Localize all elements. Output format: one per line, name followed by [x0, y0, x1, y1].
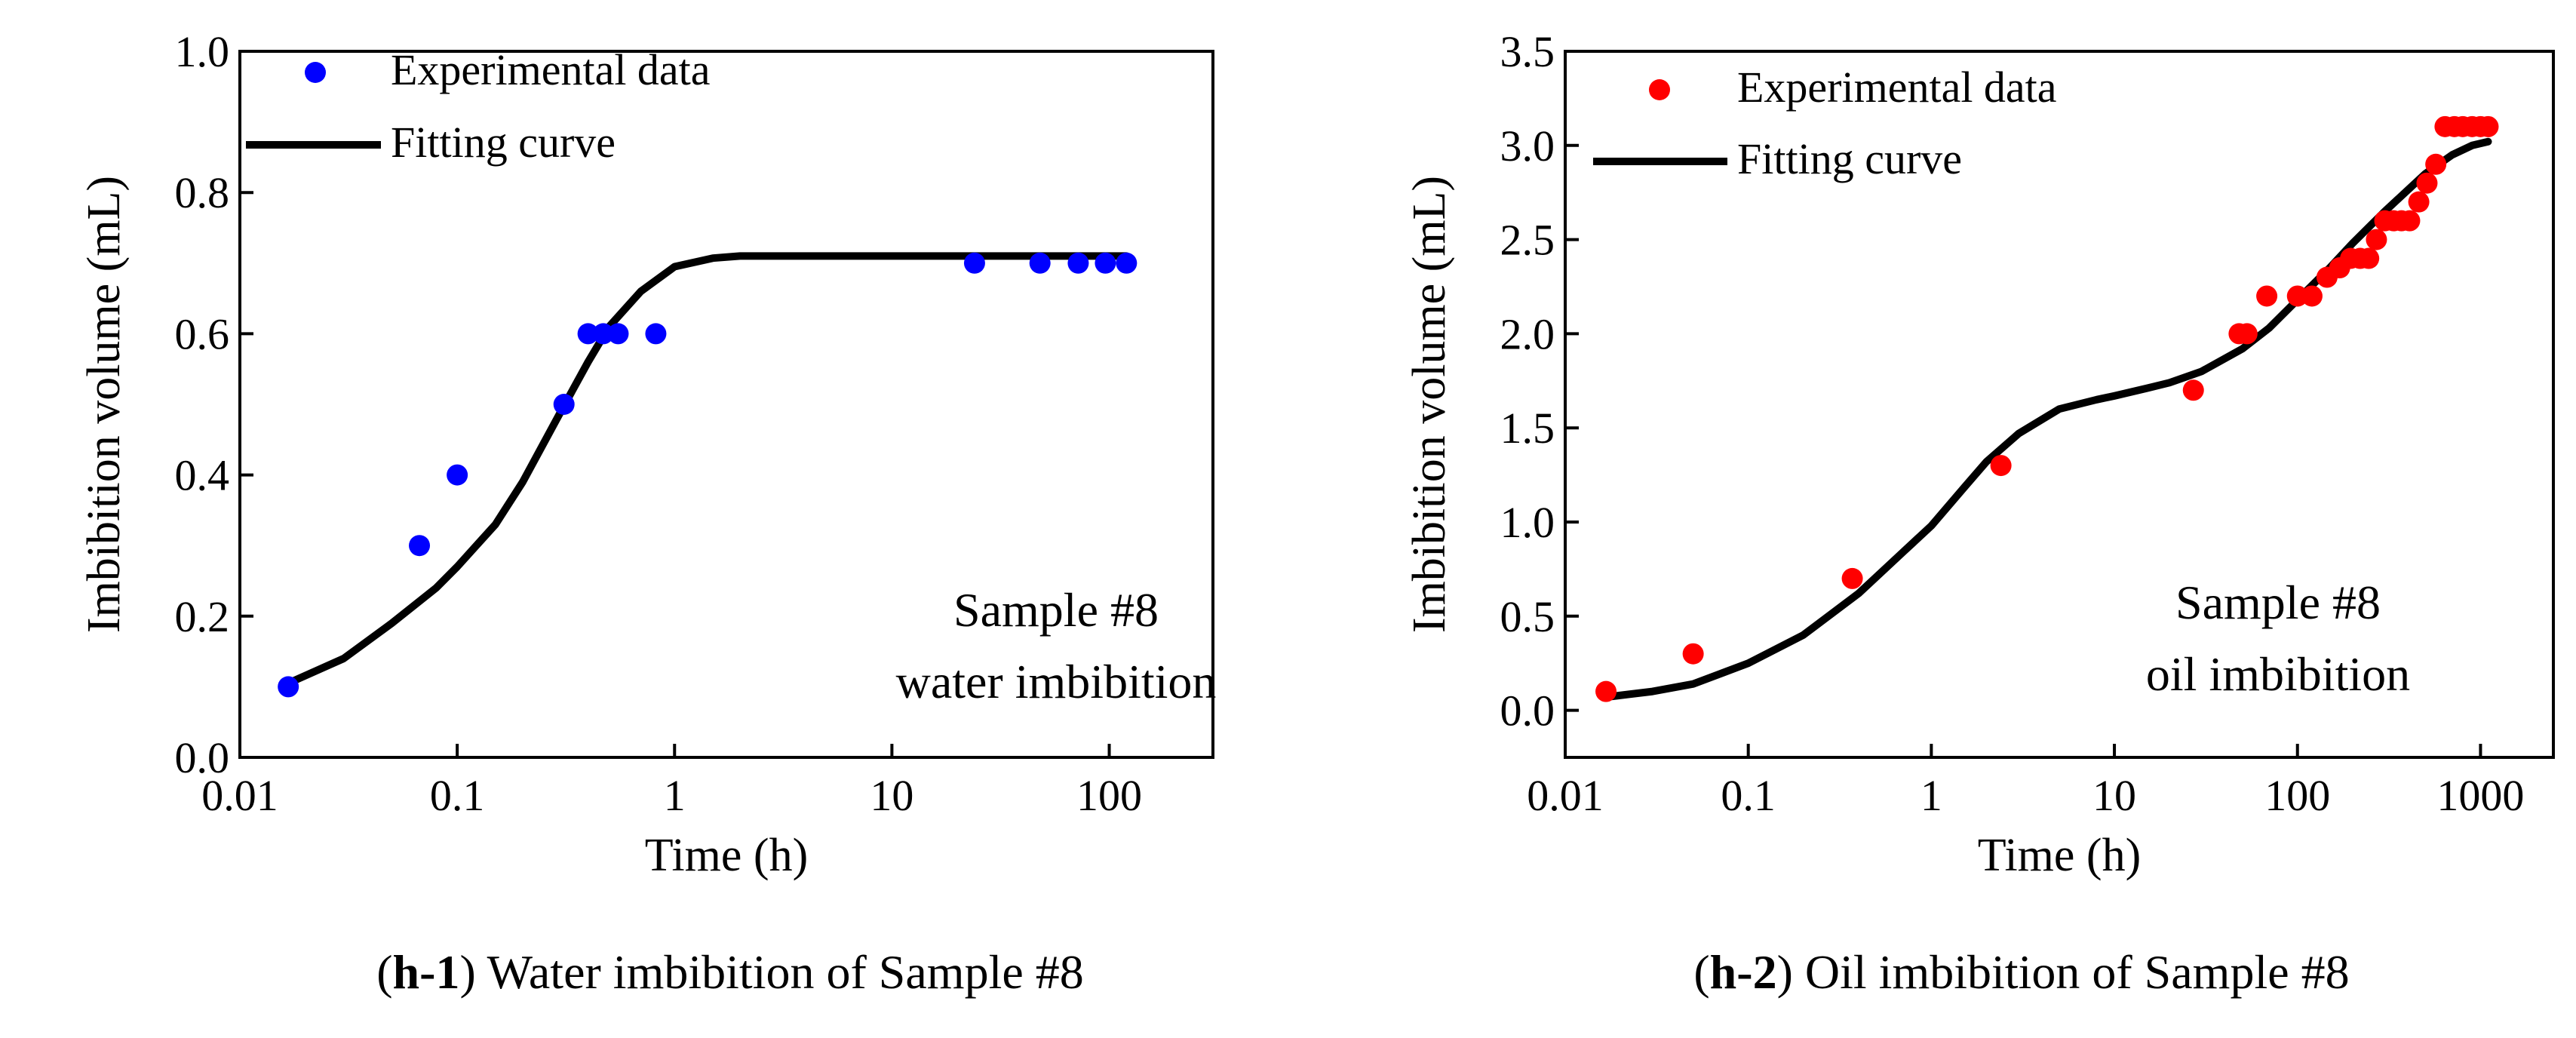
- x-tick-label: 100: [1076, 771, 1142, 820]
- x-tick-label: 0.01: [1527, 771, 1604, 820]
- y-tick-label: 0.2: [175, 592, 230, 641]
- figure-caption: (h-2) Oil imbibition of Sample #8: [1693, 945, 2349, 999]
- x-tick-label: 1000: [2436, 771, 2524, 820]
- annotation-line: Sample #8: [2175, 576, 2381, 629]
- y-axis-label: Imbibition volume (mL): [1404, 176, 1455, 633]
- fitting-curve-line: [1602, 137, 2492, 702]
- legend-label-fitting: Fitting curve: [1737, 134, 1962, 183]
- data-point: [2399, 210, 2421, 232]
- data-point: [553, 394, 575, 415]
- data-point: [1095, 252, 1116, 274]
- y-tick-label: 2.5: [1500, 216, 1555, 265]
- y-tick-label: 1.5: [1500, 404, 1555, 453]
- caption-label: h-1: [393, 945, 460, 999]
- x-axis-label: Time (h): [1978, 830, 2141, 881]
- chart-h1: 0.0 0.2 0.4 0.6 0.8 1.0 0.01 0.1 1 10 100 Time (h) I…: [78, 27, 1216, 999]
- data-point: [2358, 247, 2380, 269]
- chart-h2: 0.0 0.5 1.0 1.5 2.0 2.5 3.0 3.5 0.01 0.1 1 10 100 100…: [1404, 27, 2555, 999]
- fitting-curve-line: [284, 252, 1131, 687]
- y-tick-label: 2.0: [1500, 309, 1555, 358]
- data-point: [2416, 172, 2438, 194]
- data-point: [963, 252, 985, 274]
- data-point: [278, 676, 299, 698]
- annotation-line: Sample #8: [953, 583, 1159, 637]
- data-point: [1841, 567, 1863, 589]
- data-point: [2366, 229, 2387, 250]
- y-tick-label: 0.6: [175, 309, 230, 358]
- data-point: [2286, 285, 2308, 307]
- y-tick-label: 3.0: [1500, 121, 1555, 170]
- data-point: [2182, 379, 2204, 401]
- x-tick-label: 0.1: [1721, 771, 1776, 820]
- legend-label-experimental: Experimental data: [1737, 63, 2057, 112]
- x-tick-label: 100: [2264, 771, 2330, 820]
- plot-frame: [1564, 50, 2555, 759]
- data-point: [409, 535, 431, 557]
- annotation-line: water imbibition: [896, 655, 1217, 708]
- data-point: [2256, 285, 2278, 307]
- data-point: [1682, 643, 1704, 665]
- data-point: [2301, 285, 2323, 307]
- legend-label-fitting: Fitting curve: [391, 118, 616, 167]
- caption-text: ) Oil imbibition of Sample #8: [1777, 945, 2350, 999]
- legend-label-experimental: Experimental data: [391, 45, 711, 94]
- data-point: [607, 323, 629, 345]
- legend: Experimental data Fitting curve: [246, 45, 711, 167]
- annotation-line: oil imbibition: [2146, 647, 2410, 701]
- x-tick-label: 0.01: [201, 771, 278, 820]
- x-axis-label: Time (h): [645, 830, 808, 881]
- data-point: [1067, 252, 1089, 274]
- y-tick-label: 0.0: [175, 733, 230, 782]
- data-point: [2477, 115, 2499, 137]
- caption-open: (: [376, 945, 392, 999]
- caption-open: (: [1693, 945, 1709, 999]
- data-point: [1990, 455, 2012, 477]
- data-point: [447, 464, 468, 486]
- caption-label: h-2: [1710, 945, 1777, 999]
- legend-marker-icon: [305, 62, 326, 83]
- plot-frame: [238, 50, 1214, 759]
- y-tick-label: 3.5: [1500, 27, 1555, 76]
- y-tick-label: 0.8: [175, 168, 230, 217]
- x-tick-label: 10: [2092, 771, 2136, 820]
- legend: Experimental data Fitting curve: [1593, 63, 2057, 183]
- data-point: [645, 323, 667, 345]
- data-point: [592, 323, 614, 345]
- data-point: [1595, 680, 1617, 702]
- x-tick-label: 1: [664, 771, 686, 820]
- x-tick-label: 10: [870, 771, 913, 820]
- figure-caption: (h-1) Water imbibition of Sample #8: [376, 945, 1084, 999]
- x-tick-label: 1: [1920, 771, 1942, 820]
- y-tick-label: 0.4: [175, 451, 230, 500]
- data-point: [2236, 323, 2258, 345]
- data-point: [577, 323, 599, 345]
- data-point: [2425, 153, 2447, 175]
- data-point: [1029, 252, 1051, 274]
- x-tick-label: 0.1: [430, 771, 485, 820]
- y-axis-label: Imbibition volume (mL): [78, 176, 130, 633]
- data-point: [2408, 191, 2430, 213]
- legend-marker-icon: [1649, 79, 1670, 100]
- y-tick-label: 0.0: [1500, 686, 1555, 736]
- y-tick-label: 1.0: [1500, 498, 1555, 547]
- caption-text: ) Water imbibition of Sample #8: [459, 945, 1083, 999]
- data-point: [1116, 252, 1138, 274]
- y-tick-label: 1.0: [175, 27, 230, 76]
- y-tick-label: 0.5: [1500, 592, 1555, 641]
